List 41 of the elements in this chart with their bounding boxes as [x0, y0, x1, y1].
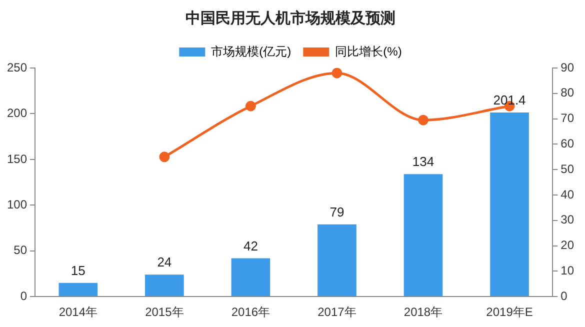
data-label: 15 — [70, 262, 86, 278]
bar — [490, 112, 529, 296]
bar — [231, 258, 270, 296]
point — [245, 100, 256, 112]
x-tick-label: 2015年 — [145, 305, 184, 320]
y-tick-label: 50 — [14, 243, 28, 258]
x-tick-label: 2016年 — [231, 305, 270, 320]
legend-label: 同比增长(%) — [335, 44, 402, 58]
y-tick-label: 250 — [6, 60, 28, 74]
point — [332, 68, 342, 78]
point — [418, 114, 428, 126]
x-tick-label: 2014年 — [58, 305, 98, 320]
y-tick-label: 150 — [6, 152, 28, 166]
point — [159, 152, 170, 162]
bar — [404, 174, 443, 296]
bar — [318, 224, 356, 296]
y2-tick-label: 80 — [560, 86, 574, 100]
bar — [145, 274, 184, 296]
data-label: 201.4 — [493, 92, 526, 108]
bar — [58, 282, 98, 296]
chart-title: 中国民用无人机市场规模及预测 — [186, 9, 396, 28]
y2-tick-label: 30 — [560, 212, 574, 227]
y2-tick-label: 60 — [560, 136, 574, 151]
x-tick-label: 2019年E — [486, 305, 533, 320]
y2-tick-label: 40 — [560, 187, 574, 202]
y2-tick-label: 20 — [560, 238, 574, 252]
y-tick-label: 200 — [6, 106, 28, 120]
y-tick-label: 100 — [6, 197, 28, 212]
legend-label: 市场规模(亿元) — [211, 44, 292, 58]
y2-tick-label: 0 — [560, 288, 568, 303]
data-label: 24 — [157, 254, 172, 270]
y2-tick-label: 10 — [560, 264, 574, 278]
y2-tick-label: 70 — [560, 111, 574, 126]
y-tick-label: 0 — [20, 288, 28, 303]
y2-tick-label: 90 — [560, 60, 574, 74]
x-tick-label: 2017年 — [318, 305, 356, 320]
data-label: 134 — [412, 154, 434, 170]
data-label: 79 — [330, 204, 344, 220]
y2-tick-label: 50 — [560, 162, 574, 176]
x-tick-label: 2018年 — [404, 305, 443, 320]
data-label: 42 — [243, 238, 258, 254]
